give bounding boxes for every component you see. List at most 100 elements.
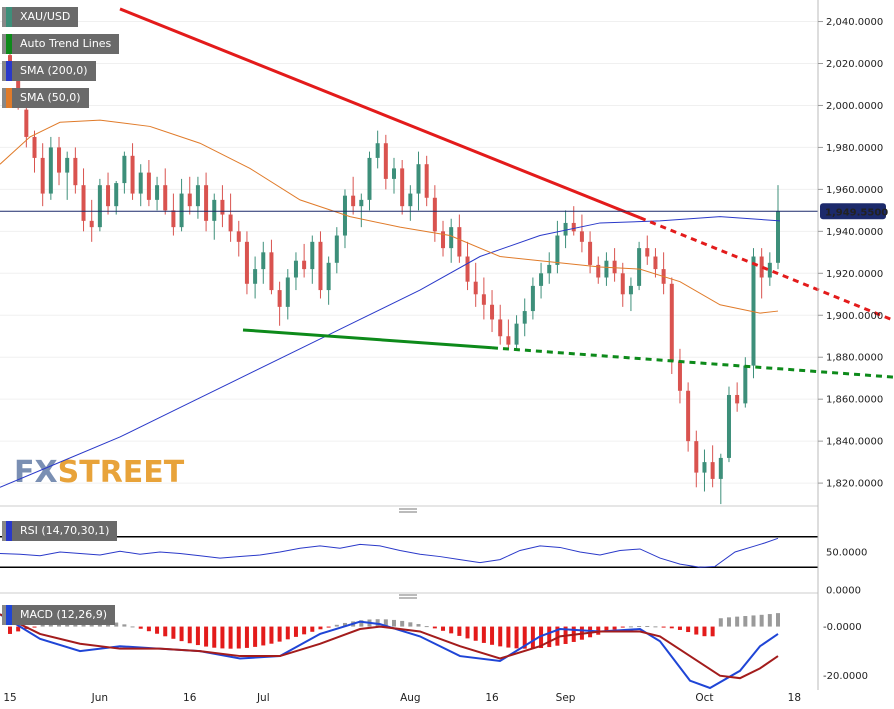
macd-hist-neg	[236, 626, 241, 649]
legend-macd[interactable]: MACD (12,26,9)	[2, 605, 116, 625]
candle-bull	[293, 260, 298, 278]
candle-bull	[253, 269, 258, 284]
macd-hist-pos	[759, 614, 764, 627]
time-label: 16	[485, 692, 499, 704]
candle-bear	[735, 394, 740, 404]
candle-bear	[24, 109, 29, 137]
candle-bear	[645, 248, 650, 257]
candle-bear	[269, 252, 274, 291]
candle-bear	[146, 172, 151, 200]
candle-bull	[114, 183, 119, 207]
macd-hist-neg	[686, 626, 691, 633]
candle-bull	[563, 222, 568, 236]
candle-bear	[73, 157, 78, 186]
time-label: Oct	[695, 692, 713, 704]
price-tick-label: 2,000.0000	[826, 101, 883, 112]
macd-hist-pos	[743, 616, 748, 627]
candle-bear	[457, 227, 462, 257]
macd-hist-neg	[220, 626, 225, 649]
candle-bull	[261, 252, 266, 270]
candle-bull	[539, 273, 544, 286]
legend-symbol-label: XAU/USD	[20, 10, 71, 23]
pane-resize-handle[interactable]	[399, 594, 417, 599]
candle-bear	[465, 256, 470, 282]
macd-hist-neg	[155, 626, 160, 634]
macd-hist-neg	[530, 626, 535, 649]
macd-hist-neg	[481, 626, 486, 643]
macd-hist-pos	[416, 624, 421, 627]
legend-sma200[interactable]: SMA (200,0)	[2, 61, 96, 81]
macd-hist-neg	[441, 626, 446, 631]
candle-bear	[277, 290, 282, 307]
candle-bear	[424, 164, 429, 198]
legend-symbol[interactable]: XAU/USD	[2, 7, 79, 27]
sma200-line	[0, 216, 781, 488]
macd-hist-neg	[506, 626, 511, 648]
macd-hist-pos	[130, 626, 135, 628]
legend-trend-label: Auto Trend Lines	[20, 37, 112, 50]
candle-bull	[718, 457, 723, 479]
candle-bear	[612, 260, 617, 274]
macd-hist-pos	[342, 622, 347, 627]
candle-bear	[89, 220, 94, 228]
candle-bull	[392, 168, 396, 179]
current-price-badge	[820, 203, 886, 220]
candle-bull	[555, 235, 560, 265]
candle-bull	[726, 394, 731, 458]
macd-hist-pos	[653, 626, 658, 628]
legend-sma50[interactable]: SMA (50,0)	[2, 88, 89, 108]
macd-hist-pos	[645, 626, 650, 628]
macd-hist-neg	[522, 626, 527, 649]
candle-bull	[334, 235, 339, 263]
macd-hist-neg	[261, 626, 266, 646]
candle-bear	[57, 147, 62, 173]
candle-bear	[40, 157, 45, 194]
candle-bull	[743, 365, 748, 404]
macd-hist-neg	[604, 626, 609, 633]
macd-hist-neg	[547, 626, 552, 648]
macd-hist-neg	[473, 626, 478, 641]
candle-bull	[310, 241, 315, 270]
macd-hist-neg	[163, 626, 168, 637]
candle-bear	[204, 185, 209, 221]
macd-hist-neg	[310, 626, 315, 632]
watermark: FXSTREET	[14, 455, 185, 490]
macd-hist-neg	[432, 626, 437, 629]
candle-bull	[122, 155, 127, 184]
legend-rsi[interactable]: RSI (14,70,30,1)	[2, 521, 118, 541]
macd-hist-neg	[253, 626, 258, 647]
macd-hist-neg	[490, 626, 495, 645]
macd-hist-neg	[318, 626, 323, 630]
candle-bear	[686, 390, 691, 442]
macd-hist-neg	[195, 626, 200, 646]
price-axis[interactable]: 2,040.0000 2,020.0000 2,000.0000 1,980.0000…	[818, 17, 888, 490]
macd-hist-neg	[710, 626, 715, 637]
macd-hist-neg	[620, 626, 625, 628]
macd-hist-neg	[204, 626, 209, 647]
macd-tick-label: -0.0000	[823, 622, 862, 633]
time-label: Sep	[556, 692, 576, 704]
macd-hist-pos	[718, 618, 723, 627]
macd-hist-pos	[334, 624, 339, 627]
candle-bull	[547, 264, 552, 274]
candle-bull	[604, 260, 609, 278]
candle-bear	[596, 264, 601, 278]
macd-hist-neg	[669, 626, 674, 629]
candle-bull	[522, 311, 527, 324]
candle-bear	[163, 185, 168, 211]
price-tick-label: 1,960.0000	[826, 185, 883, 196]
candle-bull	[326, 262, 331, 291]
legend-trend-lines[interactable]: Auto Trend Lines	[2, 34, 120, 54]
price-tick-label: 2,020.0000	[826, 59, 883, 70]
macd-hist-pos	[114, 622, 119, 627]
candle-bull	[212, 199, 217, 221]
candle-bear	[228, 214, 233, 232]
candle-bear	[506, 336, 511, 345]
macd-hist-neg	[457, 626, 462, 636]
macd-hist-neg	[228, 626, 233, 649]
macd-hist-neg	[16, 626, 21, 632]
pane-resize-handle[interactable]	[399, 508, 417, 513]
rsi-tick-label: 0.0000	[826, 586, 861, 597]
candle-bear	[236, 231, 241, 242]
time-axis[interactable]: 15 Jun 16 Jul Aug 16 Sep Oct 18	[3, 692, 801, 704]
